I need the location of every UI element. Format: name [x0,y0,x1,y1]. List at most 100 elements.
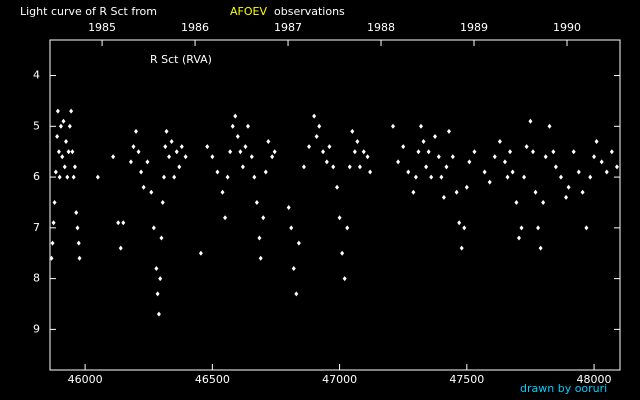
data-point [55,108,60,114]
data-point [131,144,136,150]
data-point [421,139,426,145]
data-point [454,189,459,195]
y-tick-label: 8 [33,272,40,285]
y-tick-label: 7 [33,221,40,234]
data-point [553,164,558,170]
data-point [291,265,296,271]
data-point [516,235,521,241]
data-point [533,189,538,195]
data-point [441,194,446,200]
data-point [396,159,401,165]
data-point [50,240,55,246]
data-point [365,154,370,160]
x2-tick-label: 1988 [367,21,395,34]
data-point [464,184,469,190]
data-point [258,255,263,261]
data-point [571,149,576,155]
data-point [357,164,362,170]
data-point [301,164,306,170]
plot-frame [49,39,621,371]
data-point [215,169,220,175]
x2-tick-label: 1985 [88,21,116,34]
data-point [492,154,497,160]
data-point [429,174,434,180]
y-tick-label: 6 [33,170,40,183]
data-point [447,128,451,134]
data-point [345,225,350,231]
data-point [249,154,254,160]
credit: drawn by ooruri [520,382,607,395]
data-point [67,123,72,129]
data-point [564,194,569,200]
data-point [514,199,519,205]
data-point [604,169,609,175]
data-point [462,225,467,231]
data-point [401,144,406,150]
data-point [599,159,604,165]
data-point [159,235,164,241]
data-point [77,255,82,261]
data-point [352,149,357,155]
data-point [426,149,431,155]
data-point [64,139,69,145]
data-point [66,149,71,155]
data-point [436,154,441,160]
data-point [391,123,396,129]
data-point [609,149,614,155]
data-point [121,220,126,226]
title-end: observations [274,5,345,18]
data-point [340,250,345,256]
data-point [543,154,548,160]
annotation: R Sct (RVA) [150,53,212,66]
data-point [289,225,294,231]
data-point [164,128,169,134]
data-point [139,169,144,175]
x-tick-label: 46500 [195,373,230,386]
data-point [172,174,177,180]
data-point [210,154,215,160]
data-point [524,144,529,150]
data-point [327,144,332,150]
y-tick-label: 9 [33,322,40,335]
data-point [58,123,63,129]
data-point [337,215,342,221]
data-point [238,149,243,155]
data-point [450,154,455,160]
x2-tick-label: 1986 [181,21,209,34]
data-point [566,184,571,190]
data-point [245,123,250,129]
data-point [158,276,163,282]
data-point [61,118,66,124]
data-point [169,139,174,145]
data-point [228,149,233,155]
data-point [266,139,271,145]
data-point [459,245,464,251]
data-point [70,149,75,155]
data-point [75,225,80,231]
data-point [71,174,76,180]
data-point [134,128,139,134]
data-point [263,169,268,175]
data-point [76,240,81,246]
data-point [307,144,312,150]
data-point [270,154,275,160]
x2-tick-label: 1987 [274,21,302,34]
data-point [145,159,150,165]
data-point [482,169,487,175]
data-point [286,205,291,211]
data-point [505,174,510,180]
data-point [155,291,160,297]
data-point [294,291,299,297]
data-point [55,133,60,139]
data-point [324,159,329,165]
data-point [547,123,552,129]
data-point [472,149,477,155]
x2-tick-label: 1990 [553,21,581,34]
data-point [347,164,352,170]
data-point [457,220,462,226]
data-point [558,174,563,180]
data-point [419,123,424,129]
data-point [223,215,228,221]
data-point [588,174,593,180]
